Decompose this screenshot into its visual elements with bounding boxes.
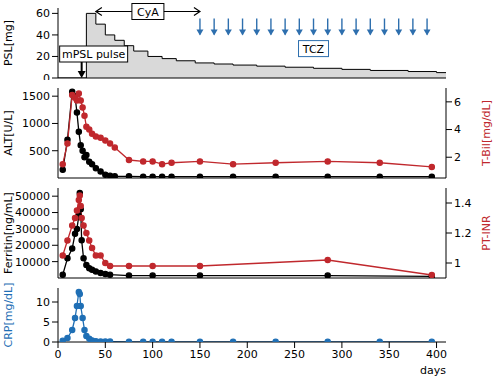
svg-text:1000: 1000 [22,117,50,130]
svg-text:CyA: CyA [137,6,159,19]
svg-text:30000: 30000 [15,223,50,236]
svg-text:0: 0 [43,336,50,349]
svg-text:PSL[mg]: PSL[mg] [8,20,15,66]
svg-text:300: 300 [331,348,352,361]
svg-text:6: 6 [454,96,461,109]
svg-text:200: 200 [237,348,258,361]
svg-text:60: 60 [36,7,50,20]
svg-text:400: 400 [426,348,447,361]
svg-text:1500: 1500 [22,90,50,103]
svg-text:4: 4 [454,123,461,136]
svg-text:0: 0 [43,72,50,80]
svg-text:250: 250 [284,348,305,361]
svg-text:100: 100 [142,348,163,361]
svg-text:150: 150 [189,348,210,361]
svg-text:20: 20 [36,50,50,63]
svg-text:5: 5 [43,316,50,329]
svg-text:TCZ: TCZ [302,43,325,56]
svg-text:50000: 50000 [15,190,50,203]
svg-text:1.4: 1.4 [454,197,472,210]
svg-text:40000: 40000 [15,206,50,219]
svg-text:days: days [420,364,446,376]
svg-text:Ferritin[ng/mL]: Ferritin[ng/mL] [8,192,15,274]
svg-text:1: 1 [454,257,461,270]
svg-text:2: 2 [454,151,461,164]
svg-text:40: 40 [36,29,50,42]
svg-text:mPSL pulse: mPSL pulse [62,48,126,61]
svg-text:ALT[U/L]: ALT[U/L] [8,110,15,155]
svg-text:0: 0 [55,348,62,361]
svg-text:PT-INR: PT-INR [480,215,492,251]
svg-text:CRP[mg/dL]: CRP[mg/dL] [8,282,15,347]
svg-text:500: 500 [29,145,50,158]
svg-text:50: 50 [98,348,112,361]
svg-text:T-Bil[mg/dL]: T-Bil[mg/dL] [480,100,492,167]
svg-text:10000: 10000 [15,256,50,269]
svg-text:20000: 20000 [15,239,50,252]
svg-text:10: 10 [36,296,50,309]
svg-text:1.2: 1.2 [454,227,472,240]
svg-text:350: 350 [379,348,400,361]
